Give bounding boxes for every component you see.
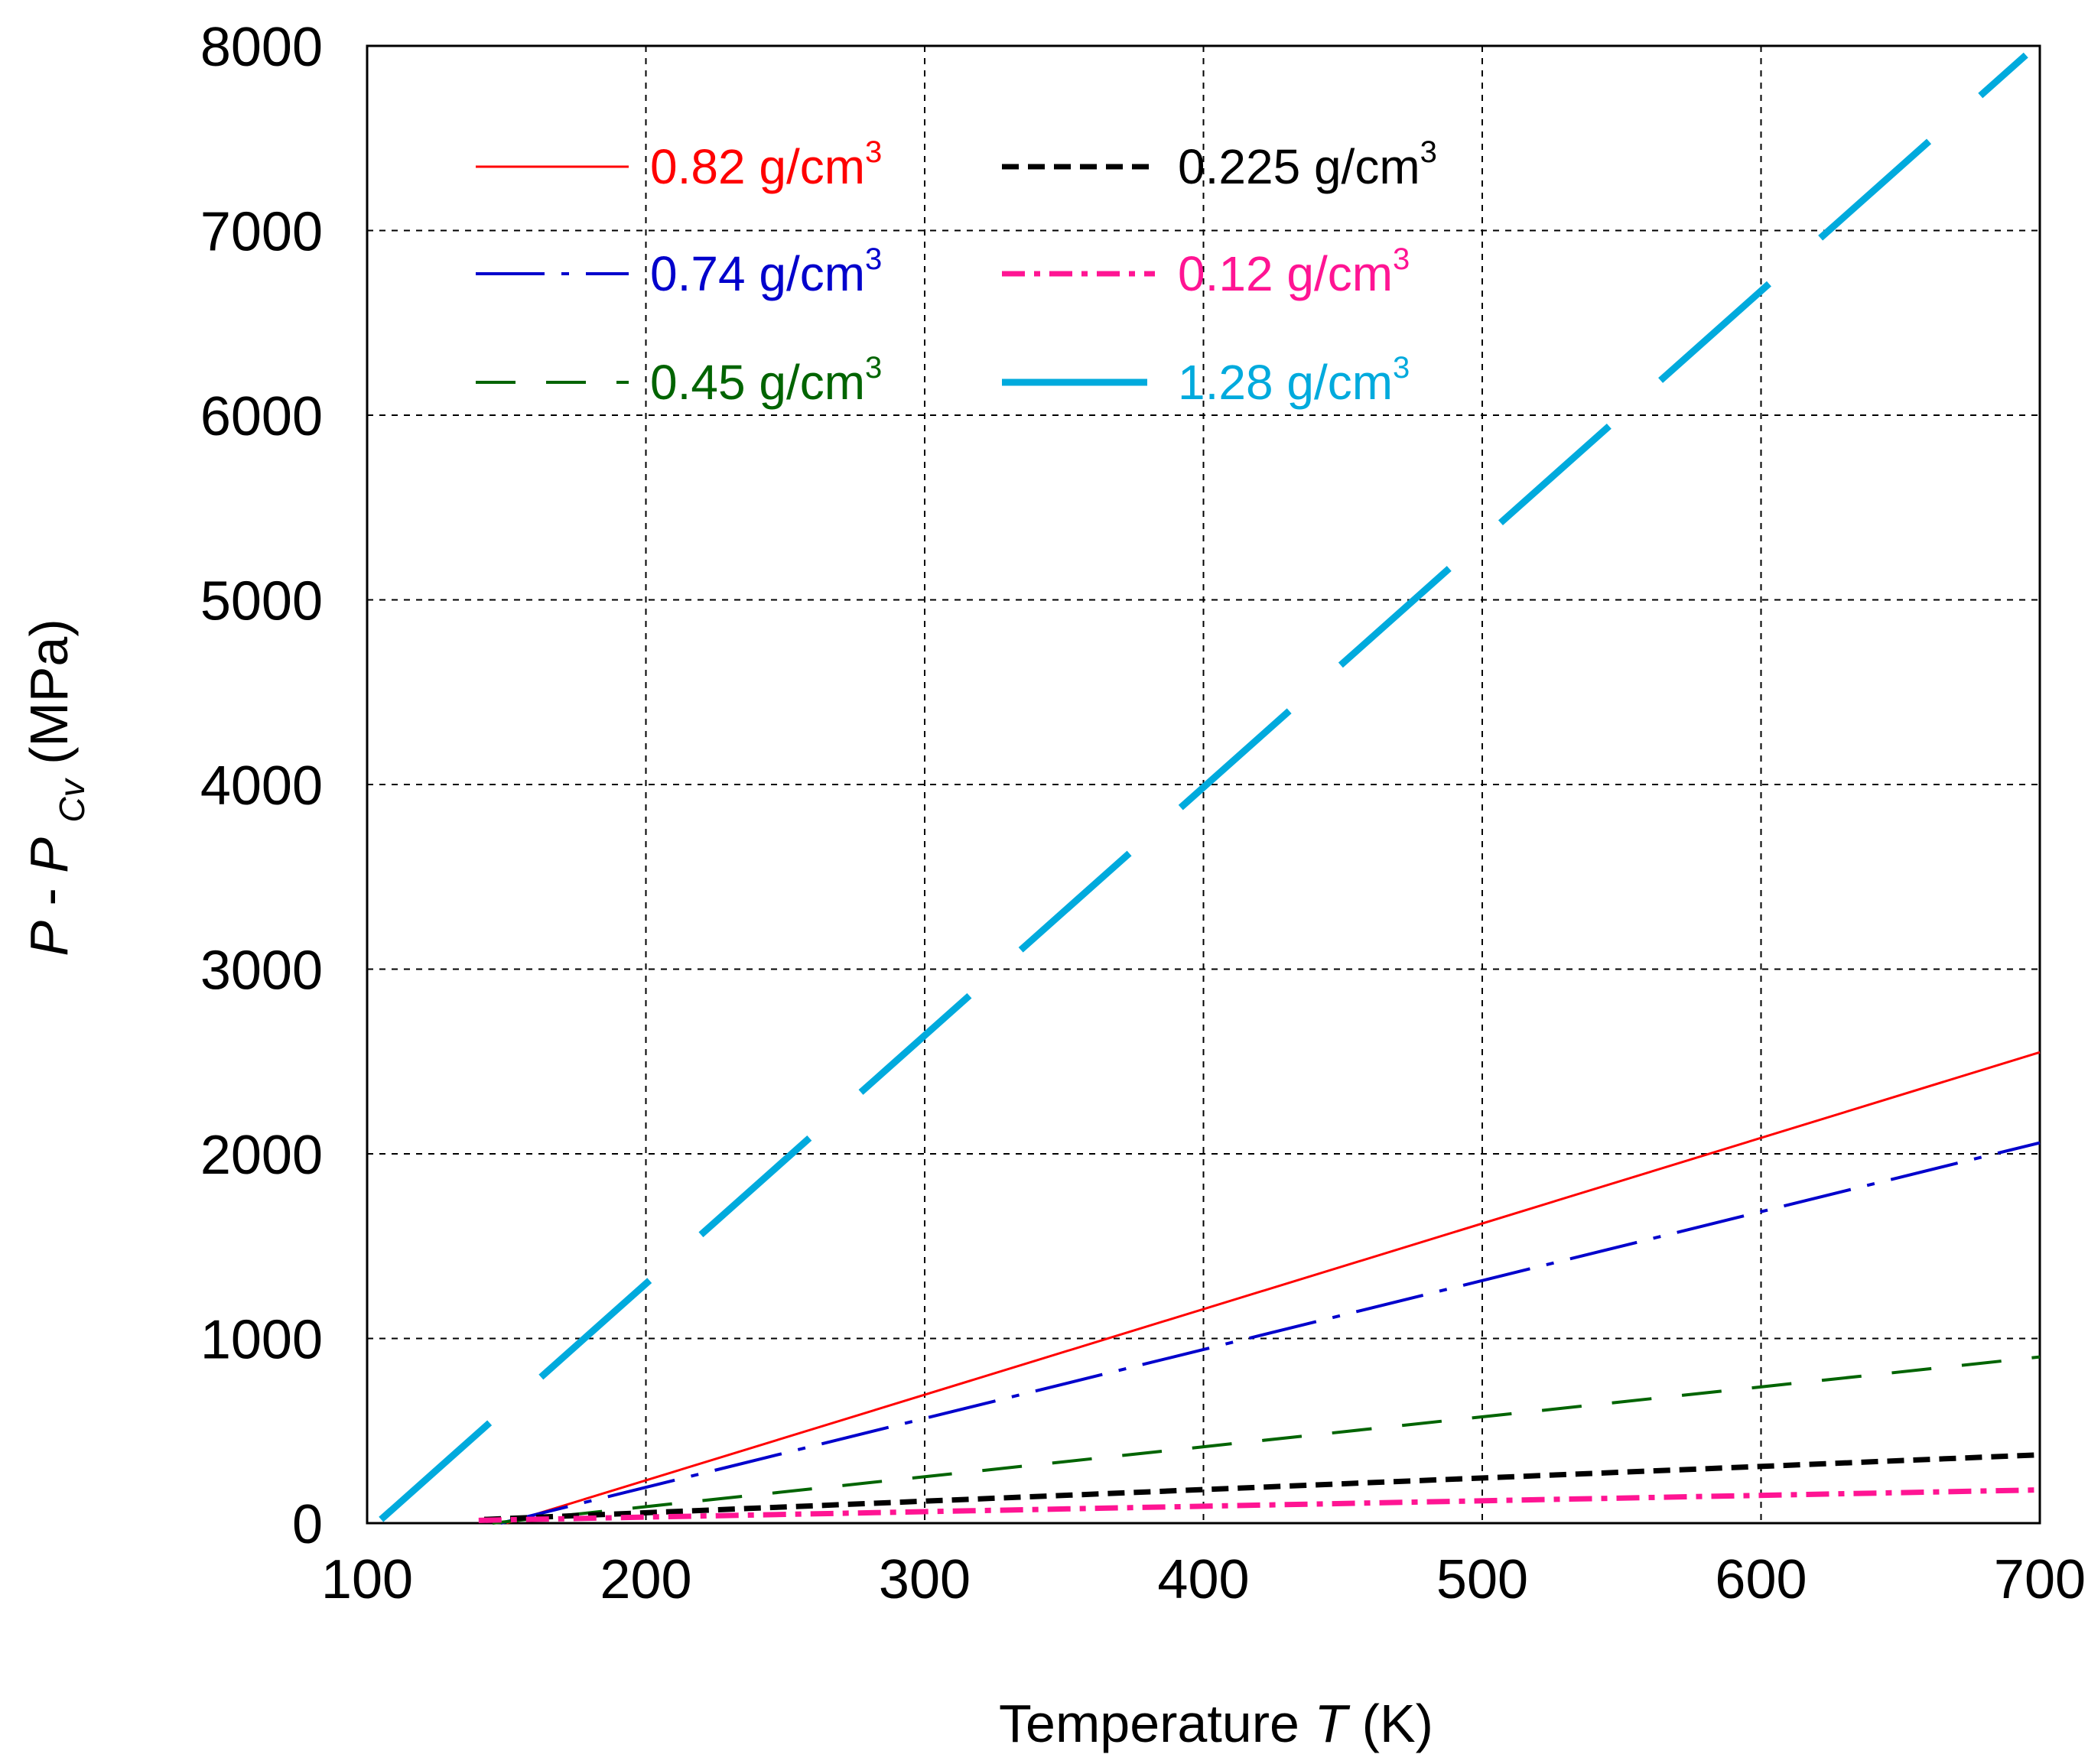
legend-item-2: 0.45 g/cm3 [476,351,882,410]
legend-label: 0.12 g/cm3 [1178,242,1410,301]
y-tick-label: 5000 [200,571,323,632]
x-tick-label: 600 [1715,1549,1807,1610]
x-tick-label: 500 [1436,1549,1528,1610]
y-tick-label: 1000 [200,1310,323,1371]
x-tick-label: 700 [1994,1549,2086,1610]
y-tick-label: 6000 [200,386,323,447]
x-tick-label: 200 [600,1549,691,1610]
legend-item-3: 0.225 g/cm3 [1002,135,1437,194]
y-tick-label: 0 [292,1494,323,1555]
legend-label: 1.28 g/cm3 [1178,351,1410,410]
legend-label: 0.82 g/cm3 [650,135,882,194]
y-axis-label-sub: Cv [52,777,92,822]
x-axis-label-unit: (K) [1362,1694,1433,1753]
series-line-3 [483,1452,2041,1522]
y-tick-label: 7000 [200,202,323,263]
series-line-0 [506,1051,2041,1525]
x-tick-label: 300 [879,1549,971,1610]
x-axis-label: Temperature T (K) [999,1694,1433,1753]
y-tick-labels: 0 1000 2000 3000 4000 5000 6000 7000 8000 [200,17,323,1555]
legend-label: 0.45 g/cm3 [650,351,882,410]
series-layer [379,52,2041,1525]
y-axis-label: P - P Cv (MPa) [19,619,96,956]
x-axis-label-text: Temperature [999,1694,1299,1753]
x-axis-label-var: T [1314,1694,1350,1753]
y-axis-label-var: P [19,921,79,957]
x-tick-label: 400 [1157,1549,1249,1610]
legend-label: 0.225 g/cm3 [1178,135,1437,194]
y-tick-label: 2000 [200,1125,323,1186]
y-axis-label-sep: - [19,873,79,906]
legend: 0.82 g/cm3 0.74 g/cm3 0.45 g/cm3 0.225 g/cm… [476,135,1437,410]
series-line-2 [492,1355,2041,1525]
legend-label: 0.74 g/cm3 [650,242,882,301]
legend-item-5: 1.28 g/cm3 [1002,351,1410,410]
plot-frame [366,44,2041,1525]
y-tick-label: 3000 [200,940,323,1002]
series-line-1 [500,1141,2041,1525]
y-axis-label-var2: P [19,837,79,873]
y-tick-label: 8000 [200,17,323,78]
legend-item-1: 0.74 g/cm3 [476,242,882,301]
legend-item-0: 0.82 g/cm3 [476,135,882,194]
y-axis-label-unit: (MPa) [19,619,79,765]
y-tick-label: 4000 [200,755,323,817]
legend-item-4: 0.12 g/cm3 [1002,242,1410,301]
series-line-5 [379,52,2028,1522]
x-tick-labels: 100 200 300 400 500 600 700 [321,1549,2086,1610]
series-line-4 [478,1487,2041,1523]
x-tick-label: 100 [321,1549,413,1610]
